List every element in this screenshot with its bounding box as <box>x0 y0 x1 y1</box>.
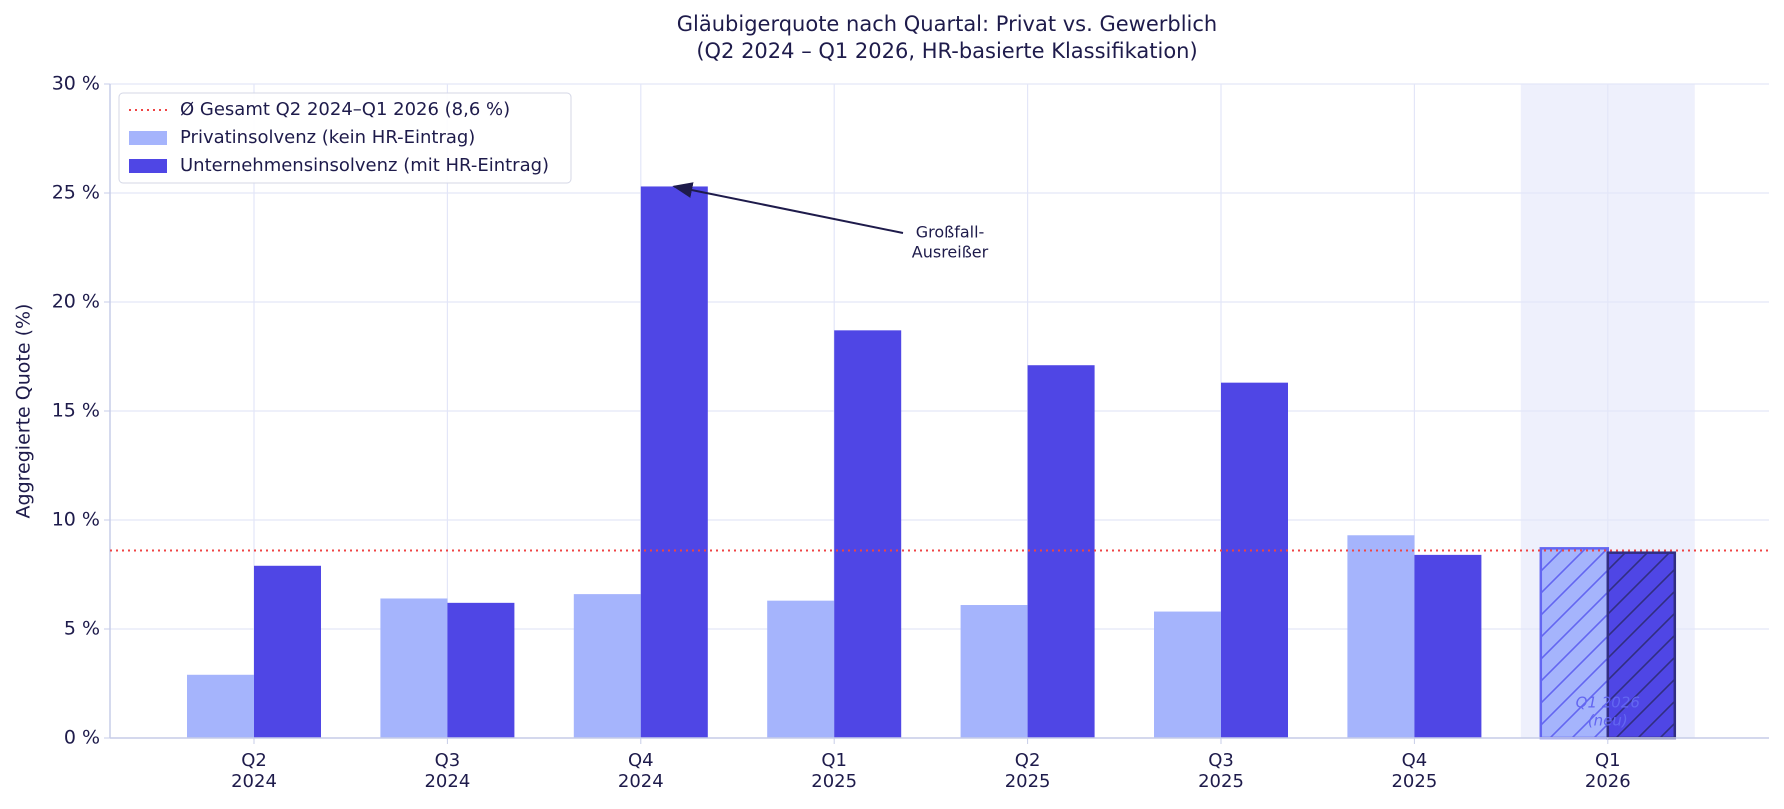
x-tick-label: Q4 <box>628 750 654 771</box>
bar <box>960 605 1028 738</box>
x-tick-label: 2025 <box>1198 771 1244 792</box>
y-tick-label: 20 % <box>52 291 100 313</box>
bar-hatch <box>1540 548 1608 738</box>
legend-label: Ø Gesamt Q2 2024–Q1 2026 (8,6 %) <box>180 99 510 120</box>
legend-box <box>118 92 572 184</box>
bar <box>1221 382 1288 738</box>
y-tick-label: 25 % <box>52 182 100 204</box>
x-tick-label: Q1 <box>1595 750 1621 771</box>
x-tick-label: Q4 <box>1402 750 1428 771</box>
x-tick-label: Q1 <box>821 750 847 771</box>
annotation-arrow <box>672 182 904 234</box>
legend-label: Privatinsolvenz (kein HR-Eintrag) <box>180 127 475 148</box>
y-tick-label: 5 % <box>64 618 100 640</box>
annotation-new: Q1 2026 <box>1576 694 1640 712</box>
bar <box>254 565 321 738</box>
chart-subtitle: (Q2 2024 – Q1 2026, HR-basierte Klassifi… <box>696 39 1197 63</box>
x-tick-label: 2024 <box>231 771 277 792</box>
x-tick-label: Q3 <box>1208 750 1234 771</box>
x-tick-label: 2025 <box>1391 771 1437 792</box>
y-tick-label: 0 % <box>64 727 100 749</box>
x-tick-label: Q2 <box>1015 750 1041 771</box>
bar <box>380 598 448 738</box>
x-tick-label: 2025 <box>1005 771 1051 792</box>
bar <box>1027 365 1095 738</box>
x-tick-label: 2026 <box>1585 771 1631 792</box>
legend-swatch <box>129 159 167 173</box>
bar <box>447 602 515 738</box>
y-tick-label: 30 % <box>52 73 100 95</box>
x-tick-label: Q2 <box>241 750 267 771</box>
legend-swatch <box>129 131 167 145</box>
bar <box>1347 535 1415 738</box>
bar <box>640 186 708 738</box>
bar <box>573 594 641 738</box>
annotation-text: Großfall- <box>916 223 985 242</box>
x-tick-label: 2024 <box>618 771 664 792</box>
bar <box>834 330 902 738</box>
legend: Ø Gesamt Q2 2024–Q1 2026 (8,6 %) Privatin… <box>118 92 572 184</box>
x-tick-label: 2024 <box>424 771 470 792</box>
bar <box>187 674 254 738</box>
y-tick-label: 15 % <box>52 400 100 422</box>
y-axis-label: Aggregierte Quote (%) <box>13 304 35 519</box>
bar <box>1414 554 1482 738</box>
y-tick-label: 10 % <box>52 509 100 531</box>
legend-label: Unternehmensinsolvenz (mit HR-Eintrag) <box>180 155 549 176</box>
x-tick-label: Q3 <box>435 750 461 771</box>
annotation-text: Ausreißer <box>912 243 989 262</box>
chart-title: Gläubigerquote nach Quartal: Privat vs. … <box>677 12 1217 36</box>
x-tick-label: 2025 <box>811 771 857 792</box>
bar <box>1154 611 1221 738</box>
annotation-new: (neu) <box>1588 712 1628 730</box>
bar <box>767 600 835 738</box>
bar-hatch <box>1607 552 1675 738</box>
